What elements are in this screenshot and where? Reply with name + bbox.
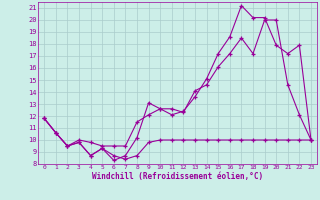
X-axis label: Windchill (Refroidissement éolien,°C): Windchill (Refroidissement éolien,°C): [92, 172, 263, 181]
